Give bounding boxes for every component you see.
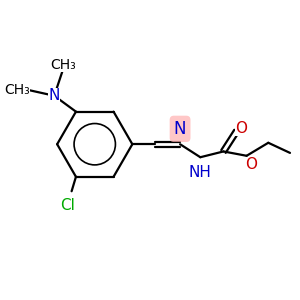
Text: O: O: [245, 157, 257, 172]
Text: CH₃: CH₃: [50, 58, 76, 71]
Text: NH: NH: [189, 165, 212, 180]
Text: Cl: Cl: [60, 198, 75, 213]
Text: O: O: [235, 121, 247, 136]
Text: N: N: [49, 88, 60, 103]
Text: N: N: [174, 120, 186, 138]
Text: CH₃: CH₃: [4, 83, 29, 97]
